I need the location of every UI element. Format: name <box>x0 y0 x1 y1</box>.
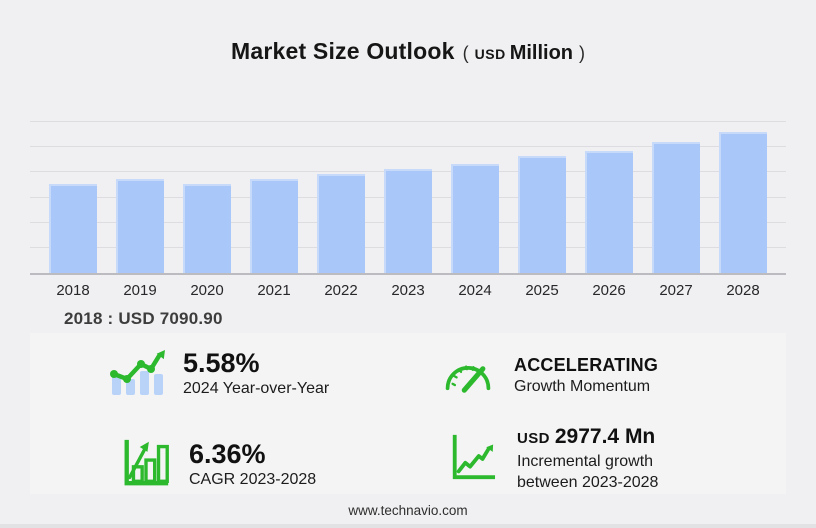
cagr-value: 6.36% <box>189 439 266 469</box>
bar-2025 <box>518 156 566 273</box>
bar-2020 <box>183 184 231 273</box>
footer-url: www.technavio.com <box>348 503 468 518</box>
unit-currency: USD <box>474 46 506 62</box>
cagr-label: CAGR 2023-2028 <box>189 471 317 488</box>
gauge-icon <box>442 351 494 399</box>
x-tick-label: 2027 <box>659 282 693 299</box>
x-tick-label: 2028 <box>726 282 760 299</box>
bar-2024 <box>451 163 499 273</box>
bar-series <box>49 122 767 273</box>
momentum-label: Growth Momentum <box>514 377 651 395</box>
line-chart-icon <box>447 433 497 486</box>
incremental-label-line1: Incremental growth <box>517 453 654 470</box>
x-tick-label: 2022 <box>324 282 358 299</box>
stat-yoy: 5.58% 2024 Year-over-Year <box>106 345 329 402</box>
stat-momentum: ACCELERATING Growth Momentum <box>442 351 658 399</box>
incremental-currency: USD <box>517 430 550 447</box>
bottom-edge <box>0 524 816 528</box>
x-tick-label: 2018 <box>56 282 90 299</box>
momentum-value: ACCELERATING <box>514 354 659 375</box>
gridline <box>30 121 786 122</box>
bar-2023 <box>384 169 432 273</box>
bar-2027 <box>652 141 700 273</box>
x-tick-label: 2023 <box>391 282 425 299</box>
unit-word: Million <box>509 42 574 64</box>
bar-2021 <box>250 179 298 273</box>
stat-incremental: USD 2977.4 Mn Incremental growth between … <box>447 425 658 493</box>
incremental-amount: 2977.4 Mn <box>554 425 656 448</box>
bar-2019 <box>116 179 164 273</box>
unit-close-paren: ) <box>579 43 586 63</box>
bar-2022 <box>317 174 365 273</box>
bar-plot <box>30 121 786 275</box>
bar-2026 <box>585 151 633 273</box>
chart-title: Market Size Outlook ( USD Million) <box>0 38 816 65</box>
gridline <box>30 146 786 148</box>
bar-2018 <box>49 183 97 273</box>
x-tick-label: 2024 <box>458 282 492 299</box>
x-tick-label: 2026 <box>592 282 626 299</box>
stats-panel: 5.58% 2024 Year-over-Year ACCELERATING <box>30 333 786 494</box>
chart-title-text: Market Size Outlook <box>230 38 455 64</box>
x-tick-label: 2019 <box>123 282 157 299</box>
growth-chart-icon <box>118 435 174 494</box>
x-tick-label: 2020 <box>190 282 224 299</box>
base-year-value: 2018 : USD 7090.90 <box>64 309 223 328</box>
trend-bars-icon <box>106 345 170 402</box>
stat-cagr: 6.36% CAGR 2023-2028 <box>118 435 316 494</box>
unit-open-paren: ( <box>462 43 469 63</box>
yoy-label: 2024 Year-over-Year <box>183 380 330 397</box>
incremental-value: USD 2977.4 Mn <box>517 425 658 451</box>
x-tick-label: 2025 <box>525 282 559 299</box>
bar-2028 <box>719 131 767 273</box>
yoy-value: 5.58% <box>183 348 260 378</box>
x-axis-labels: 2018 2019 2020 2021 2022 2023 2024 2025 2026 2027… <box>49 282 767 299</box>
incremental-label-line2: between 2023-2028 <box>517 474 659 491</box>
chart-title-unit: ( USD Million) <box>462 42 586 64</box>
x-tick-label: 2021 <box>257 282 291 299</box>
